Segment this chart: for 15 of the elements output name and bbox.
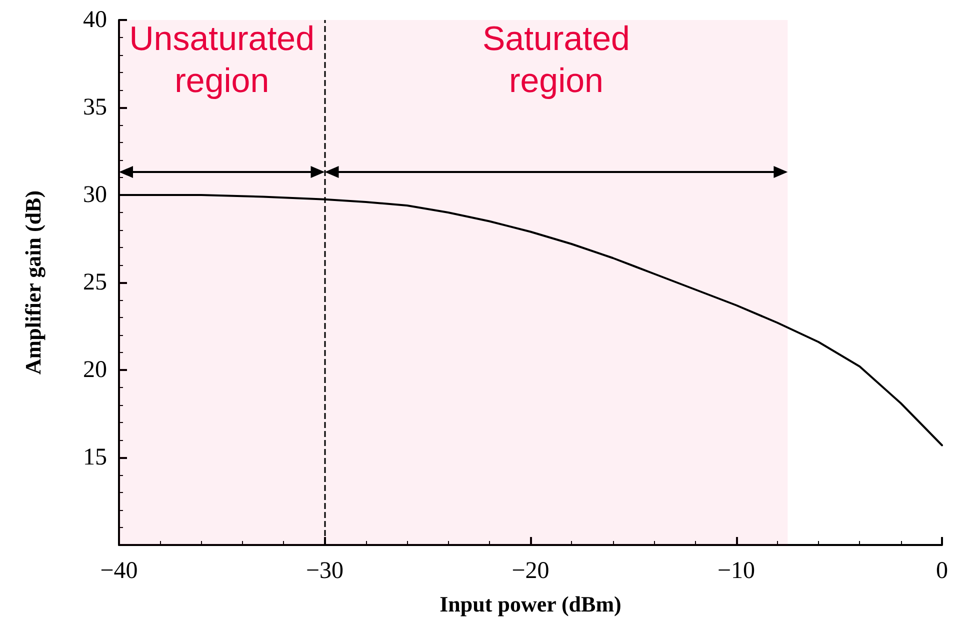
band-label: Unsaturated region (129, 20, 314, 100)
x-axis-title: Input power (dBm) (440, 592, 622, 616)
y-tick-label: 15 (83, 444, 107, 470)
x-tick-label: −10 (717, 558, 756, 584)
x-tick-label: −30 (306, 558, 344, 584)
x-tick-label: −20 (512, 558, 550, 584)
y-tick-label: 40 (83, 7, 107, 33)
y-axis-title: Amplifier gain (dB) (20, 190, 46, 375)
x-tick-label: −40 (100, 558, 138, 584)
y-tick-label: 35 (83, 94, 107, 120)
y-tick-label: 25 (83, 270, 107, 296)
band-label: Saturated region (482, 20, 630, 100)
x-tick-label: 0 (936, 558, 948, 584)
y-tick-label: 20 (83, 357, 107, 383)
y-tick-label: 30 (83, 182, 107, 208)
